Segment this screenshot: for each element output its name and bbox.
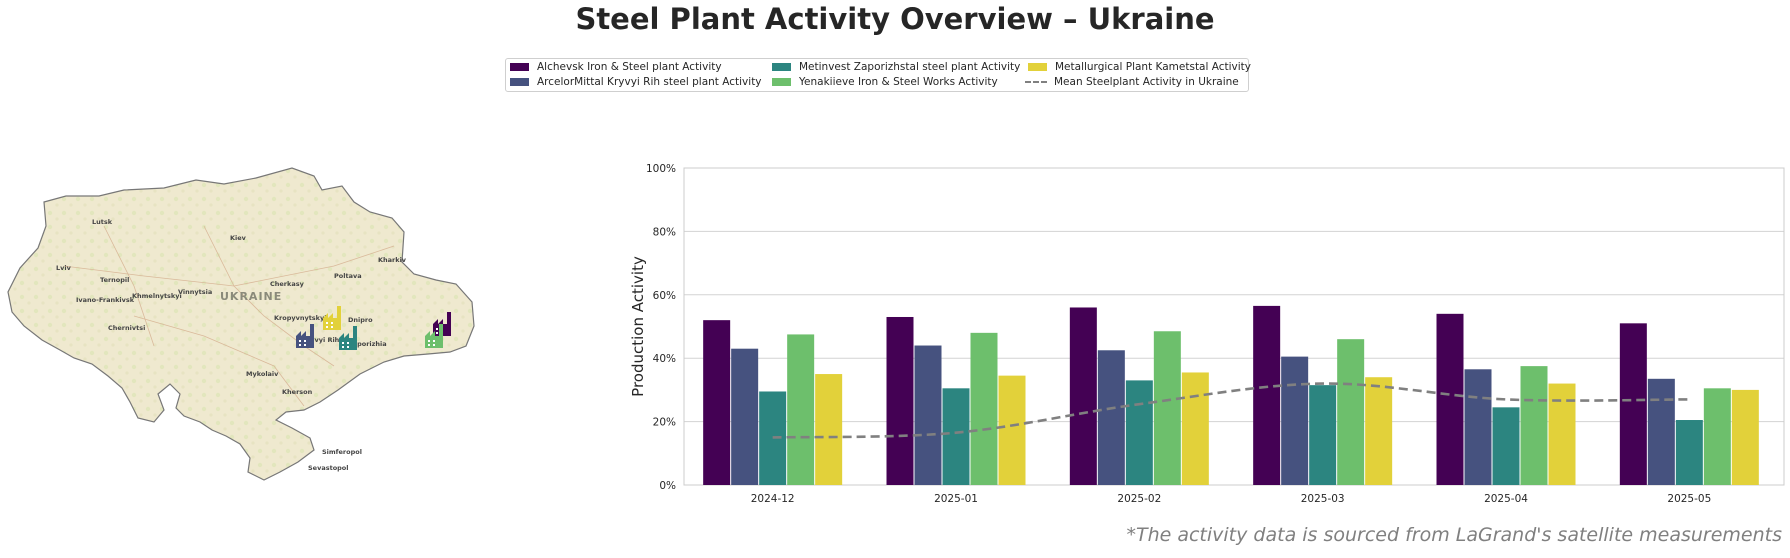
legend-swatch (772, 78, 791, 86)
map-country-label: UKRAINE (220, 290, 282, 303)
y-tick-label: 40% (653, 353, 676, 365)
map-city-label: Ternopil (100, 276, 129, 284)
map-city-label: Lviv (56, 264, 72, 272)
bar (787, 334, 815, 485)
bar (703, 320, 731, 485)
map-city-label: Cherkasy (270, 280, 305, 288)
map-city-label: Vinnytsia (178, 288, 212, 296)
bar (1069, 307, 1097, 485)
legend-item-kametstal: Metallurgical Plant Kametstal Activity (1028, 61, 1251, 73)
bar (1309, 385, 1337, 485)
bar (998, 375, 1026, 485)
legend-item-arcelormittal: ArcelorMittal Kryvyi Rih steel plant Act… (510, 76, 762, 88)
bar (1181, 372, 1209, 485)
legend-swatch (510, 78, 529, 86)
bar (759, 391, 787, 485)
map-city-label: Mykolaiv (246, 370, 279, 378)
bar (1619, 323, 1647, 485)
chart-legend: Alchevsk Iron & Steel plant Activity Arc… (505, 58, 1251, 92)
map-city-label: Kiev (230, 234, 247, 242)
factory-icon (425, 324, 443, 348)
map-city-label: Lutsk (92, 218, 113, 226)
footnote: *The activity data is sourced from LaGra… (1126, 524, 1782, 546)
bar (1703, 388, 1731, 485)
bar (1253, 305, 1281, 485)
y-tick-label: 100% (646, 163, 676, 175)
x-tick-label: 2025-03 (1301, 493, 1345, 505)
map-city-label: Chernivtsi (108, 324, 145, 332)
bar (1647, 378, 1675, 485)
map-city-label: Poltava (334, 272, 362, 280)
legend-label: Metallurgical Plant Kametstal Activity (1055, 61, 1252, 73)
y-tick-label: 0% (659, 480, 676, 492)
x-tick-label: 2024-12 (751, 493, 795, 505)
legend-label: Metinvest Zaporizhstal steel plant Activ… (799, 61, 1021, 73)
map-city-label: Dnipro (348, 316, 373, 324)
bar (1097, 350, 1125, 485)
bar (1520, 366, 1548, 485)
legend-swatch (772, 63, 791, 71)
country-outline (7, 167, 475, 481)
x-tick-label: 2025-02 (1117, 493, 1161, 505)
bar (914, 345, 942, 485)
factory-icon (296, 324, 314, 348)
legend-label: Yenakiieve Iron & Steel Works Activity (799, 76, 998, 88)
bar (1675, 420, 1703, 485)
mean-line (772, 382, 1690, 439)
y-tick-label: 80% (653, 226, 676, 238)
map-city-label: Kherson (282, 388, 313, 396)
bar (1464, 369, 1492, 485)
legend-item-metinvest: Metinvest Zaporizhstal steel plant Activ… (772, 61, 1020, 73)
bar (942, 388, 970, 485)
bar (1125, 380, 1153, 485)
legend-label: ArcelorMittal Kryvyi Rih steel plant Act… (537, 76, 762, 88)
bar (815, 374, 843, 485)
bar (886, 316, 914, 485)
x-tick-label: 2025-04 (1484, 493, 1528, 505)
map-svg: Lutsk Lviv Ternopil Ivano-Frankivsk Khme… (7, 167, 475, 481)
y-axis-label: Production Activity (629, 256, 647, 397)
bar (1281, 356, 1309, 485)
bar (731, 348, 759, 485)
legend-swatch (1028, 63, 1047, 71)
bar (1436, 313, 1464, 485)
map-city-label: Ivano-Frankivsk (76, 296, 135, 304)
map-city-label: Kharkiv (378, 256, 407, 264)
factory-icon (323, 306, 341, 330)
legend-dashed-line (1025, 81, 1047, 83)
legend-item-alchevsk: Alchevsk Iron & Steel plant Activity (510, 61, 722, 73)
legend-label: Alchevsk Iron & Steel plant Activity (537, 61, 722, 73)
legend-swatch (510, 63, 529, 71)
map-city-label: Kropyvnytskyi (274, 314, 326, 322)
y-tick-label: 20% (653, 417, 676, 429)
legend-item-mean: Mean Steelplant Activity in Ukraine (1025, 76, 1239, 88)
y-tick-label: 60% (653, 290, 676, 302)
bar (1731, 389, 1759, 485)
bar (970, 332, 998, 485)
plot-frame (683, 167, 1785, 486)
map-city-label: Kryvyi Rih (302, 336, 340, 344)
map-city-label: Zaporizhia (348, 340, 387, 348)
x-tick-label: 2025-05 (1667, 493, 1711, 505)
factory-icon (339, 326, 357, 350)
bar (1337, 339, 1365, 485)
page-title: Steel Plant Activity Overview – Ukraine (575, 2, 1215, 36)
x-tick-label: 2025-01 (934, 493, 978, 505)
bar (1365, 377, 1393, 485)
bar (1492, 407, 1520, 485)
bar (1153, 331, 1181, 485)
map-city-label: Simferopol (322, 448, 362, 456)
map-city-label: Khmelnytskyi (132, 292, 182, 300)
legend-item-yenakiieve: Yenakiieve Iron & Steel Works Activity (772, 76, 998, 88)
map-city-label: Sevastopol (308, 464, 349, 472)
legend-label: Mean Steelplant Activity in Ukraine (1054, 76, 1239, 88)
bar (1548, 383, 1576, 485)
ukraine-map: Lutsk Lviv Ternopil Ivano-Frankivsk Khme… (4, 166, 482, 486)
